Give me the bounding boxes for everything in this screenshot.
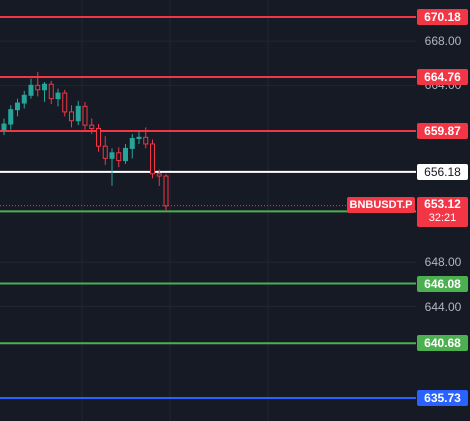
candle bbox=[55, 88, 61, 107]
candle bbox=[42, 82, 47, 102]
last-price-tag: 653.12 32:21 bbox=[417, 196, 468, 227]
level-price-tag: 670.18 bbox=[417, 9, 468, 25]
candle bbox=[150, 139, 155, 179]
symbol-tag: BNBUSDT.P bbox=[347, 196, 415, 213]
axis-tick-label: 644.00 bbox=[424, 299, 462, 314]
candle bbox=[21, 90, 27, 109]
candle bbox=[156, 169, 162, 186]
candle bbox=[48, 80, 54, 105]
candle bbox=[136, 130, 142, 144]
level-price-tag: 659.87 bbox=[417, 123, 468, 140]
candle bbox=[62, 89, 68, 117]
candle bbox=[89, 118, 95, 135]
candle bbox=[143, 127, 149, 149]
candle bbox=[28, 78, 34, 99]
candle bbox=[8, 105, 14, 130]
candle bbox=[69, 105, 74, 128]
bar-countdown: 32:21 bbox=[428, 211, 457, 224]
level-price-tag: 646.08 bbox=[417, 275, 468, 292]
level-price-tag: 664.76 bbox=[417, 68, 468, 85]
level-price-tag: 656.18 bbox=[417, 163, 468, 180]
candle bbox=[129, 134, 135, 159]
level-price-tag: 635.73 bbox=[417, 390, 468, 406]
axis-tick-label: 668.00 bbox=[424, 34, 462, 49]
candlestick-series bbox=[1, 72, 169, 212]
candle bbox=[116, 147, 122, 168]
candle bbox=[1, 118, 7, 136]
candle bbox=[82, 101, 88, 130]
candle bbox=[109, 148, 115, 186]
last-price-value: 653.12 bbox=[424, 196, 461, 211]
candle bbox=[35, 72, 41, 97]
horizontal-levels bbox=[0, 16, 416, 399]
candle bbox=[96, 124, 101, 152]
level-price-tag: 640.68 bbox=[417, 335, 468, 352]
candle bbox=[102, 136, 108, 165]
candle bbox=[123, 143, 128, 164]
axis-tick-label: 648.00 bbox=[424, 255, 462, 270]
candle bbox=[75, 100, 81, 126]
candle bbox=[15, 98, 20, 117]
